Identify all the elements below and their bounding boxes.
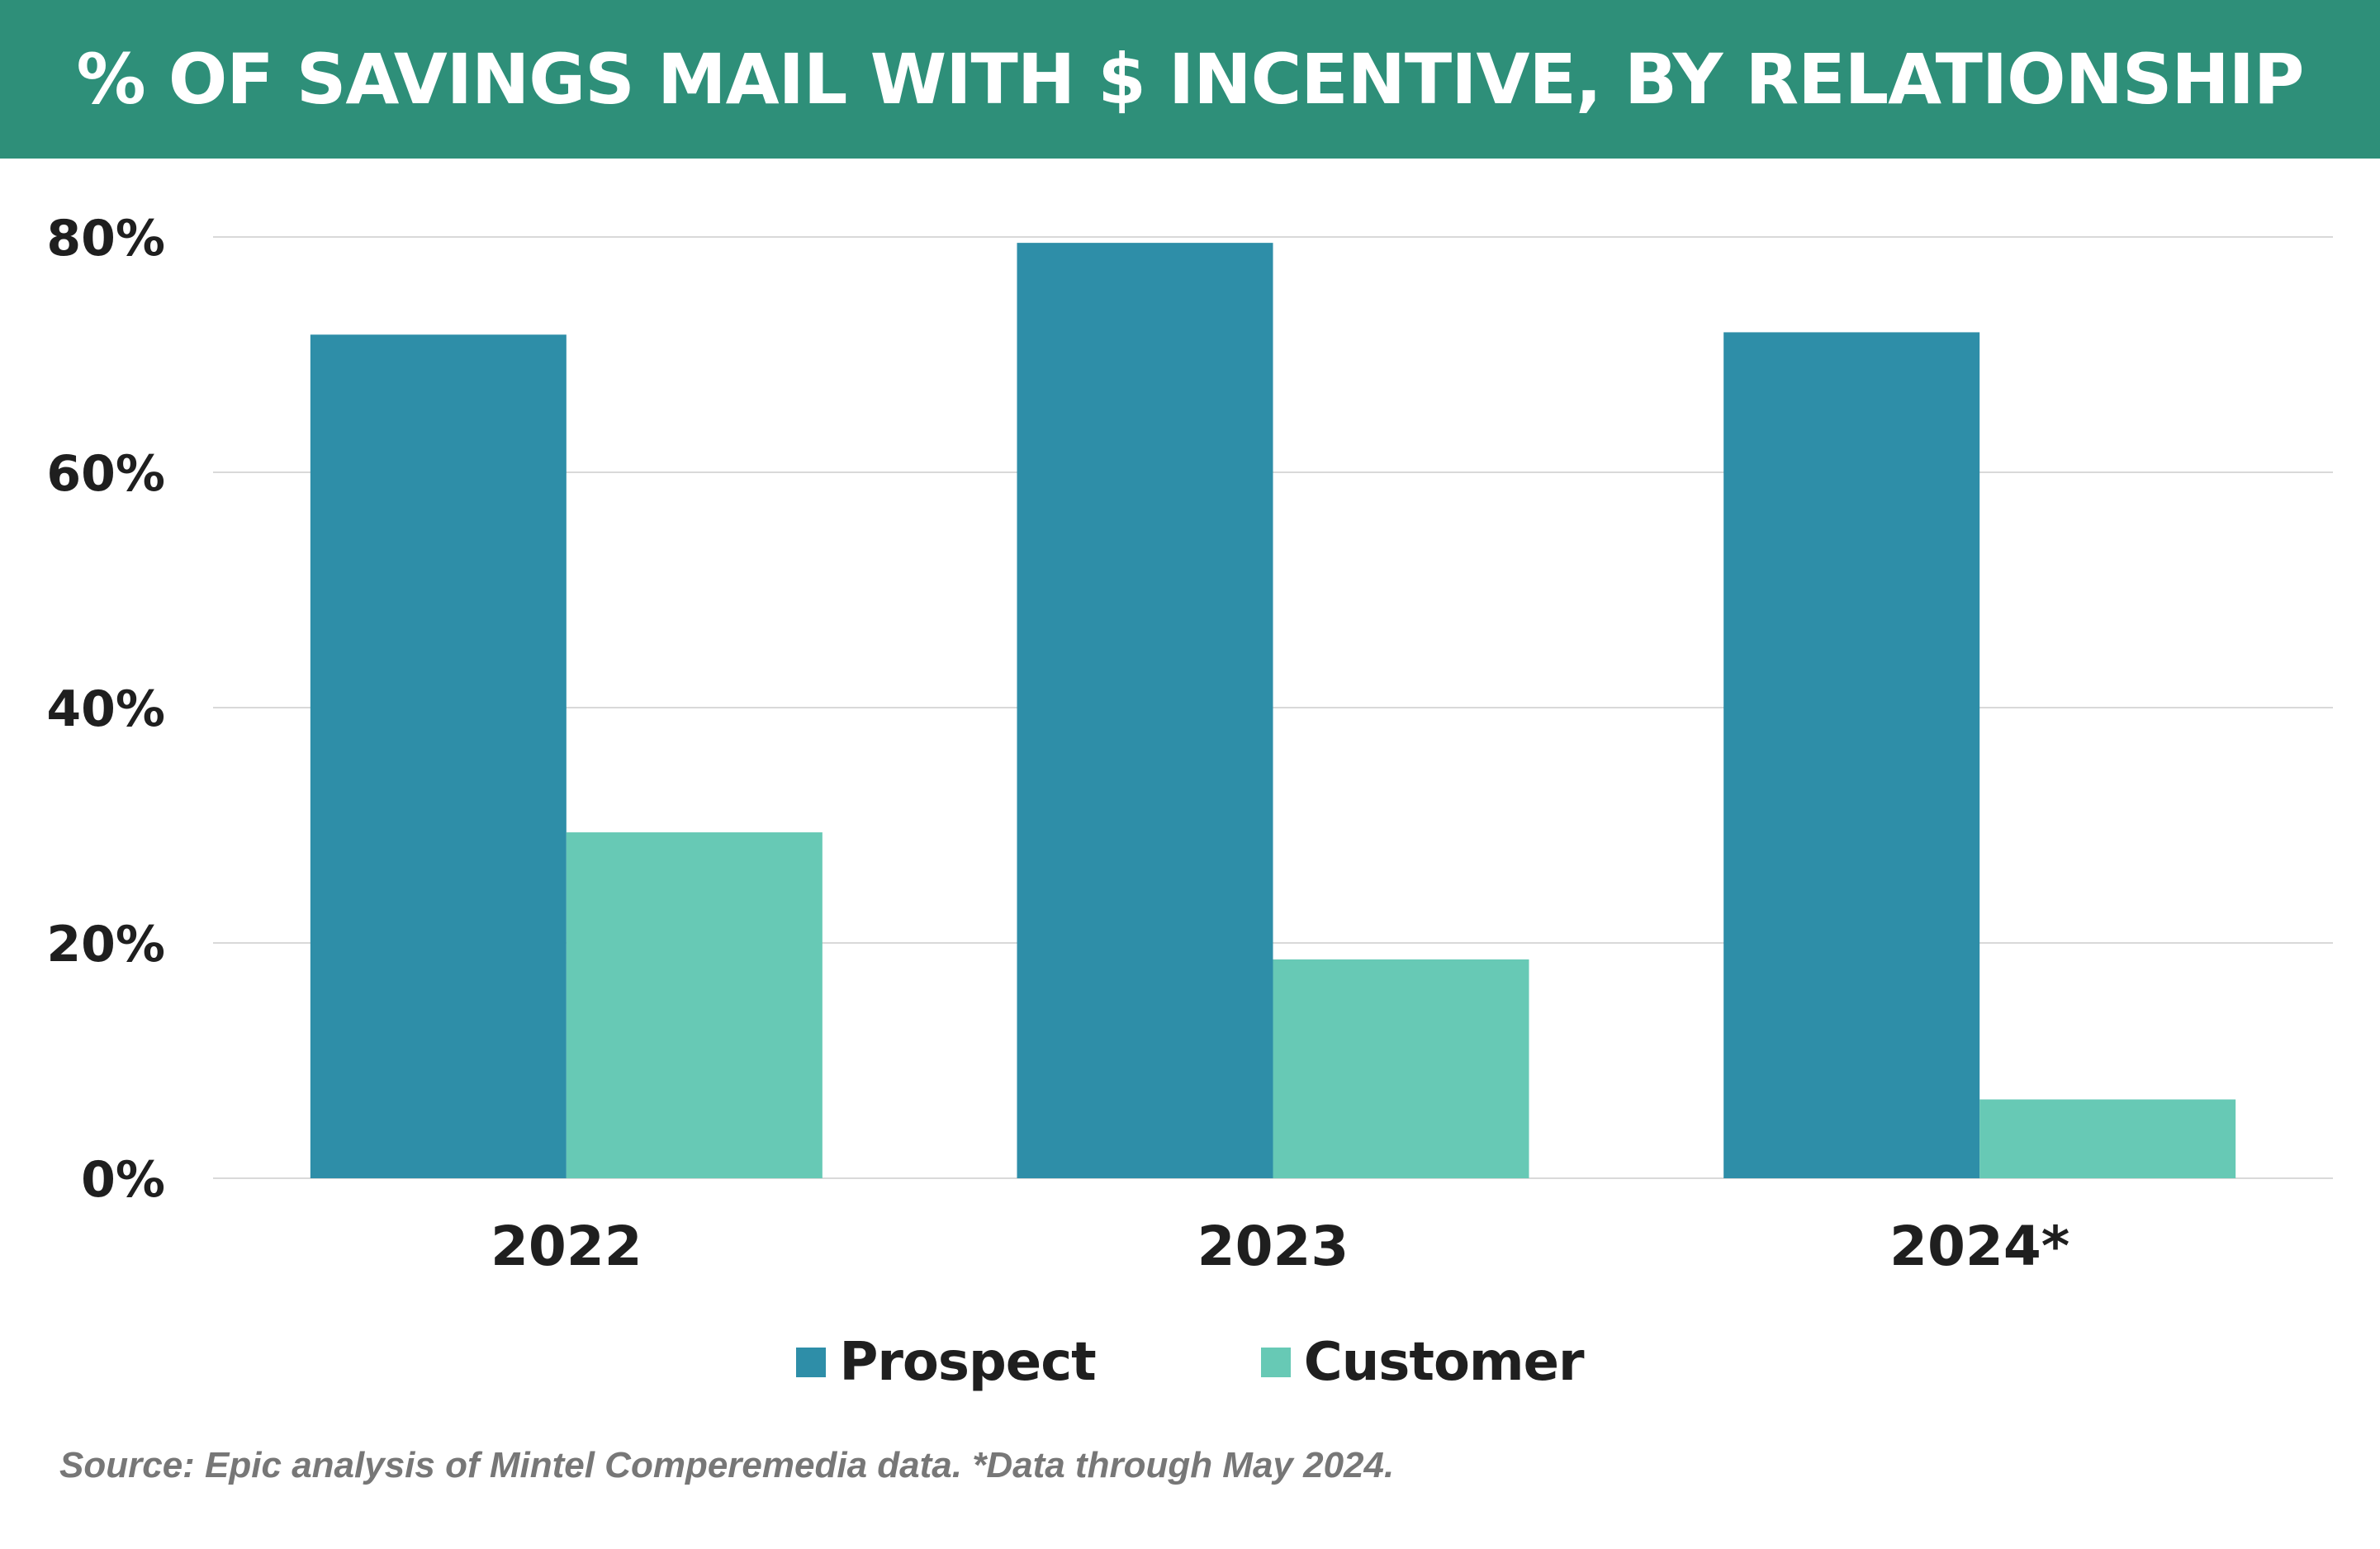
- legend-item-customer: Customer: [1260, 1332, 1585, 1393]
- legend-label-prospect: Prospect: [839, 1332, 1096, 1393]
- bar-customer-2022: [566, 832, 823, 1178]
- x-tick-label: 2024*: [1889, 1215, 2069, 1278]
- legend-swatch-prospect: [796, 1348, 827, 1377]
- source-note: Source: Epic analysis of Mintel Comperem…: [59, 1445, 1395, 1485]
- chart-title: % OF SAVINGS MAIL WITH $ INCENTIVE, BY R…: [76, 39, 2304, 120]
- y-tick-label: 40%: [46, 680, 165, 738]
- bar-chart: 0% 20% 40% 60% 80% 2022 2023 2024*: [46, 210, 2333, 1278]
- y-tick-label: 20%: [46, 916, 165, 973]
- y-tick-label: 60%: [46, 445, 165, 503]
- legend-swatch-customer: [1260, 1348, 1291, 1377]
- bar-prospect-2022: [310, 334, 567, 1178]
- bar-customer-2023: [1273, 959, 1529, 1178]
- x-tick-label: 2023: [1197, 1215, 1349, 1278]
- y-tick-label: 0%: [81, 1151, 165, 1209]
- x-tick-label: 2022: [491, 1215, 642, 1278]
- legend: Prospect Customer: [0, 1329, 2380, 1395]
- chart-header: % OF SAVINGS MAIL WITH $ INCENTIVE, BY R…: [0, 0, 2380, 159]
- bar-prospect-2024: [1723, 332, 1980, 1178]
- legend-item-prospect: Prospect: [796, 1332, 1097, 1393]
- bar-customer-2024: [1979, 1099, 2236, 1178]
- bar-prospect-2023: [1017, 243, 1273, 1178]
- y-tick-label: 80%: [46, 210, 165, 268]
- legend-label-customer: Customer: [1303, 1332, 1585, 1393]
